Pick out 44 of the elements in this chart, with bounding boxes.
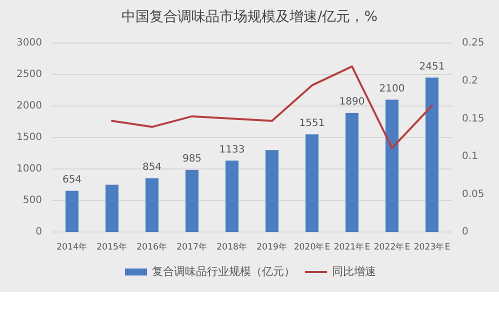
bar xyxy=(106,184,118,232)
data-label: 854 xyxy=(142,162,162,173)
y2-tick-label: 0.05 xyxy=(462,188,484,200)
x-tick-label: 2022年E xyxy=(374,241,410,252)
y-tick-label: 2000 xyxy=(16,100,42,112)
data-label: 1551 xyxy=(299,118,325,130)
y-tick-label: 2500 xyxy=(16,69,42,80)
x-tick-label: 2016年 xyxy=(136,241,168,252)
data-label: 654 xyxy=(62,174,82,186)
x-tick-label: 2015年 xyxy=(96,241,128,252)
x-tick-label: 2017年 xyxy=(176,241,208,252)
y2-tick-label: 0.2 xyxy=(462,76,478,87)
bar xyxy=(66,190,78,232)
data-label: 1890 xyxy=(339,96,365,108)
chart-title: 中国复合调味品市场规模及增速/亿元，% xyxy=(121,8,378,25)
y-tick-label: 1500 xyxy=(16,132,42,144)
y-tick-label: 3000 xyxy=(16,38,42,49)
bar xyxy=(186,170,198,232)
y2-tick-label: 0.1 xyxy=(462,151,478,162)
bar xyxy=(346,112,358,232)
y2-tick-label: 0.25 xyxy=(462,38,484,49)
bar xyxy=(146,178,158,232)
bar xyxy=(386,100,398,232)
x-tick-label: 2018年 xyxy=(216,241,248,252)
data-label: 2451 xyxy=(419,61,445,72)
legend-label: 复合调味品行业规模（亿元） xyxy=(152,265,295,278)
bar xyxy=(266,150,278,232)
x-tick-label: 2019年 xyxy=(256,241,288,252)
bar xyxy=(426,78,438,232)
data-label: 1133 xyxy=(219,144,245,156)
y-tick-label: 500 xyxy=(22,195,42,206)
legend-label: 同比增速 xyxy=(332,265,376,278)
y-tick-label: 1000 xyxy=(16,164,42,175)
x-tick-label: 2023年E xyxy=(414,241,450,252)
x-tick-label: 2014年 xyxy=(56,241,88,252)
y-tick-label: 0 xyxy=(36,226,42,238)
x-tick-label: 2021年E xyxy=(334,241,370,252)
y2-tick-label: 0 xyxy=(462,226,468,238)
data-label: 985 xyxy=(182,154,202,165)
x-tick-label: 2020年E xyxy=(294,241,330,252)
bar xyxy=(226,160,238,232)
bar xyxy=(306,134,318,232)
y2-tick-label: 0.15 xyxy=(462,113,484,124)
data-label: 2100 xyxy=(379,83,405,94)
